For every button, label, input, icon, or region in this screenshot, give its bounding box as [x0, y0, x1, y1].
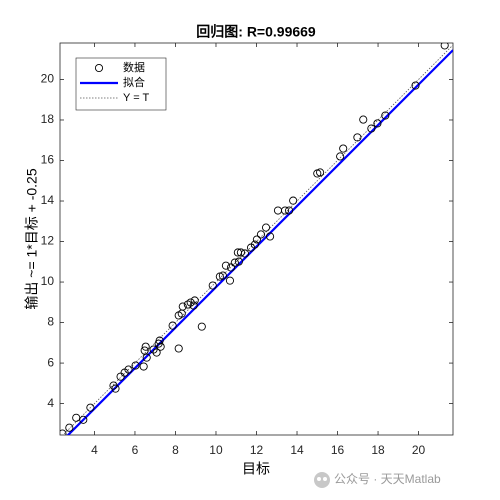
identity-line: [62, 44, 453, 435]
data-point: [353, 133, 362, 142]
data-point: [266, 232, 275, 241]
data-point: [339, 144, 348, 153]
x-tick-label: 14: [290, 443, 304, 457]
data-point: [256, 230, 266, 239]
legend-label: 数据: [123, 60, 145, 74]
watermark-text: 公众号 · 天天Matlab: [334, 472, 441, 486]
data-point: [261, 223, 271, 232]
data-point: [111, 384, 120, 393]
x-tick-label: 18: [371, 443, 385, 457]
watermark-icon-eye: [323, 477, 327, 481]
data-point: [156, 342, 165, 351]
data-point: [189, 301, 198, 310]
data-point: [124, 365, 133, 374]
data-point: [250, 240, 259, 249]
legend-marker: [94, 63, 104, 73]
y-axis-label: 输出 ~= 1*目标 + -0.25: [24, 168, 40, 309]
data-point: [381, 111, 390, 120]
x-axis-label: 目标: [242, 461, 270, 477]
data-point: [230, 258, 239, 267]
data-point: [359, 115, 368, 124]
data-point: [190, 296, 199, 305]
data-point: [221, 261, 230, 270]
data-point: [139, 362, 148, 371]
data-point: [281, 206, 290, 215]
data-point: [141, 342, 150, 351]
data-point: [168, 321, 177, 330]
data-point: [316, 168, 325, 177]
watermark-icon: [314, 472, 330, 488]
x-tick-label: 20: [412, 443, 426, 457]
data-point: [65, 423, 74, 432]
data-point: [285, 206, 294, 215]
data-point: [440, 43, 449, 50]
x-tick-label: 12: [250, 443, 264, 457]
y-tick-label: 6: [47, 355, 54, 369]
x-tick-label: 6: [132, 443, 139, 457]
data-point: [60, 429, 67, 435]
data-point: [373, 119, 382, 128]
data-point: [236, 248, 245, 257]
data-point: [186, 298, 195, 307]
data-point: [240, 249, 250, 258]
x-tick-label: 4: [91, 443, 98, 457]
chart-title: 回归图: R=0.99669: [196, 24, 316, 40]
legend-label: 拟合: [123, 75, 145, 89]
data-point: [218, 271, 227, 280]
x-tick-label: 10: [209, 443, 223, 457]
data-point: [252, 235, 261, 244]
data-point: [197, 322, 206, 331]
watermark: 公众号 · 天天Matlab: [314, 472, 441, 488]
data-point: [155, 336, 164, 345]
y-tick-label: 8: [47, 315, 54, 329]
data-point: [226, 263, 236, 272]
data-point: [116, 372, 125, 381]
x-tick-label: 16: [331, 443, 345, 457]
y-tick-label: 14: [41, 193, 55, 207]
y-tick-label: 10: [41, 274, 55, 288]
data-point: [86, 403, 95, 412]
x-tick-label: 8: [172, 443, 179, 457]
data-point: [174, 344, 183, 353]
data-point: [152, 348, 161, 357]
data-point: [289, 196, 298, 205]
data-point: [79, 415, 88, 424]
data-point: [178, 302, 187, 311]
y-tick-label: 16: [41, 153, 55, 167]
data-point: [149, 345, 158, 354]
data-point: [336, 152, 345, 161]
y-tick-label: 12: [41, 234, 55, 248]
data-point: [183, 300, 192, 309]
data-point: [225, 276, 235, 285]
fit-line: [66, 49, 453, 435]
y-tick-label: 18: [41, 112, 55, 126]
legend-label: Y = T: [123, 92, 149, 104]
data-point: [234, 257, 243, 266]
data-point: [411, 81, 420, 90]
watermark-icon-eye: [317, 477, 321, 481]
data-point: [131, 361, 140, 370]
data-point: [208, 281, 217, 290]
plot-marks: [60, 43, 453, 435]
y-tick-label: 20: [41, 72, 55, 86]
data-point: [367, 124, 376, 133]
y-tick-label: 4: [47, 396, 54, 410]
data-point: [142, 353, 151, 362]
